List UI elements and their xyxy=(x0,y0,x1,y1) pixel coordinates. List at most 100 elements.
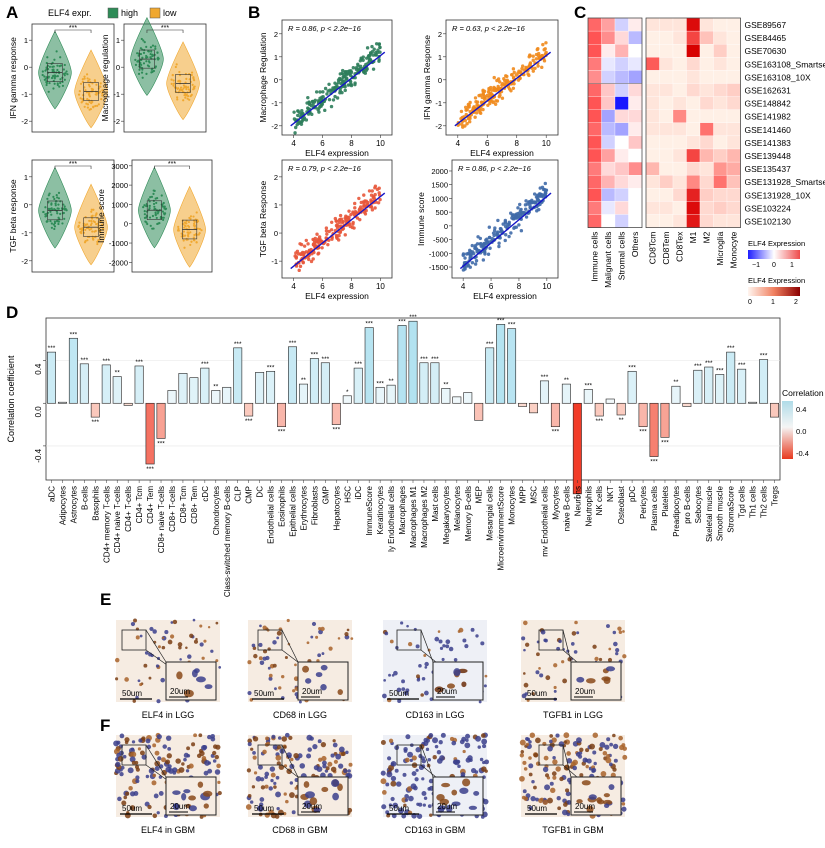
stained-cell xyxy=(484,759,489,765)
stained-cell xyxy=(193,733,198,738)
bar-Plasma cells xyxy=(649,402,659,457)
x-category-label: Mast cells xyxy=(431,486,440,522)
heatmap-cell-left xyxy=(614,57,629,71)
violin-point-low xyxy=(101,89,104,92)
stained-cell xyxy=(259,797,265,802)
heatmap-cell-right xyxy=(672,83,687,97)
violin-point-high xyxy=(44,213,47,216)
scatter-point xyxy=(298,252,303,256)
stained-cell xyxy=(175,758,181,764)
heatmap-cell-right xyxy=(659,214,674,228)
scatter-point xyxy=(472,106,476,110)
stained-cell xyxy=(552,759,558,765)
legend-tick: 2 xyxy=(794,299,798,306)
heatmap-cell-right xyxy=(645,188,660,202)
violin-point-low xyxy=(91,82,94,85)
stained-cell xyxy=(212,750,217,756)
violin-point-low xyxy=(90,210,93,213)
stained-cell xyxy=(418,753,423,759)
stained-cell xyxy=(258,656,263,661)
y-tick-label: 2 xyxy=(274,173,278,182)
x-category-label: Smooth muscle xyxy=(716,485,725,541)
stained-cell xyxy=(210,649,214,653)
bar-pDC xyxy=(627,370,637,404)
violin-point-high xyxy=(41,70,44,73)
stained-cell xyxy=(330,753,335,758)
heatmap-cell-left xyxy=(587,30,602,45)
significance-label: *** xyxy=(168,161,176,168)
scatter-point xyxy=(372,47,376,51)
violin-point-low xyxy=(88,228,91,231)
stained-cell xyxy=(429,697,434,701)
heatmap-cell-right xyxy=(672,148,687,163)
scatter-point xyxy=(370,44,374,49)
stained-cell xyxy=(524,642,530,647)
x-category-label: Endothelial cells xyxy=(267,486,276,544)
stained-cell xyxy=(480,815,485,819)
scatter-point xyxy=(298,120,302,124)
scatter-point xyxy=(489,91,493,96)
violin-point-low xyxy=(87,93,91,96)
stained-cell xyxy=(478,700,482,704)
scatter-point xyxy=(339,217,344,221)
violin-point-high xyxy=(46,220,49,223)
stained-cell xyxy=(477,745,481,749)
bar-B-cells xyxy=(79,363,89,404)
x-tick-label: 10 xyxy=(542,139,551,148)
stained-cell xyxy=(437,630,441,633)
violin-point-high xyxy=(46,56,49,59)
violin-point-high xyxy=(139,47,142,50)
violin-point-low xyxy=(193,239,196,242)
heatmap-cell-left xyxy=(587,83,602,97)
inset-cell xyxy=(461,681,467,688)
scale-label-small: 20um xyxy=(437,802,457,811)
y-tick-label: -1 xyxy=(271,257,278,266)
stained-cell xyxy=(415,644,420,649)
stained-cell xyxy=(425,747,430,752)
stained-cell xyxy=(565,791,571,797)
scatter-point xyxy=(517,69,521,73)
stained-cell xyxy=(253,771,258,775)
scatter-point xyxy=(507,234,511,239)
stained-cell xyxy=(277,809,284,816)
stained-cell xyxy=(152,773,157,778)
violin-point-low xyxy=(96,240,99,244)
stained-cell xyxy=(576,631,580,635)
stained-cell xyxy=(156,699,161,704)
ihc-caption: TGFB1 in LGG xyxy=(543,710,603,720)
stained-cell xyxy=(557,806,562,811)
stained-cell xyxy=(294,786,298,790)
violin-point-high xyxy=(141,56,144,59)
heatmap-cell-right xyxy=(672,201,687,215)
stained-cell xyxy=(551,737,557,743)
inset-cell xyxy=(451,789,458,796)
heatmap-cell-right xyxy=(713,70,728,84)
dataset-row-label: GSE162631 xyxy=(745,86,792,96)
scatter-point xyxy=(301,260,305,264)
stained-cell xyxy=(618,735,623,741)
scatter-point xyxy=(326,242,330,247)
bar-MicroenvironmentScore xyxy=(496,324,506,404)
y-tick-label: 1000 xyxy=(431,194,448,203)
stained-cell xyxy=(393,670,398,676)
stained-cell xyxy=(201,755,207,761)
violin-point-high xyxy=(56,212,59,215)
panel-letter-C: C xyxy=(574,3,586,22)
x-category-label: CMP xyxy=(245,486,254,504)
stained-cell xyxy=(250,747,254,751)
inset-cell xyxy=(305,678,312,684)
stained-cell xyxy=(422,803,426,807)
violin-point-high xyxy=(45,68,48,71)
scatter-point xyxy=(353,82,357,87)
heatmap-cell-right xyxy=(686,83,701,97)
scale-label-small: 20um xyxy=(437,687,457,696)
violin-point-low xyxy=(198,232,201,235)
heatmap-cell-right xyxy=(645,109,660,123)
y-tick-label: -500 xyxy=(433,236,448,245)
scatter-point xyxy=(487,235,492,240)
stained-cell xyxy=(403,690,409,696)
bar-significance: *** xyxy=(420,356,428,363)
stained-cell xyxy=(345,750,349,755)
stained-cell xyxy=(519,739,526,746)
bar-Osteoblast xyxy=(616,402,626,416)
